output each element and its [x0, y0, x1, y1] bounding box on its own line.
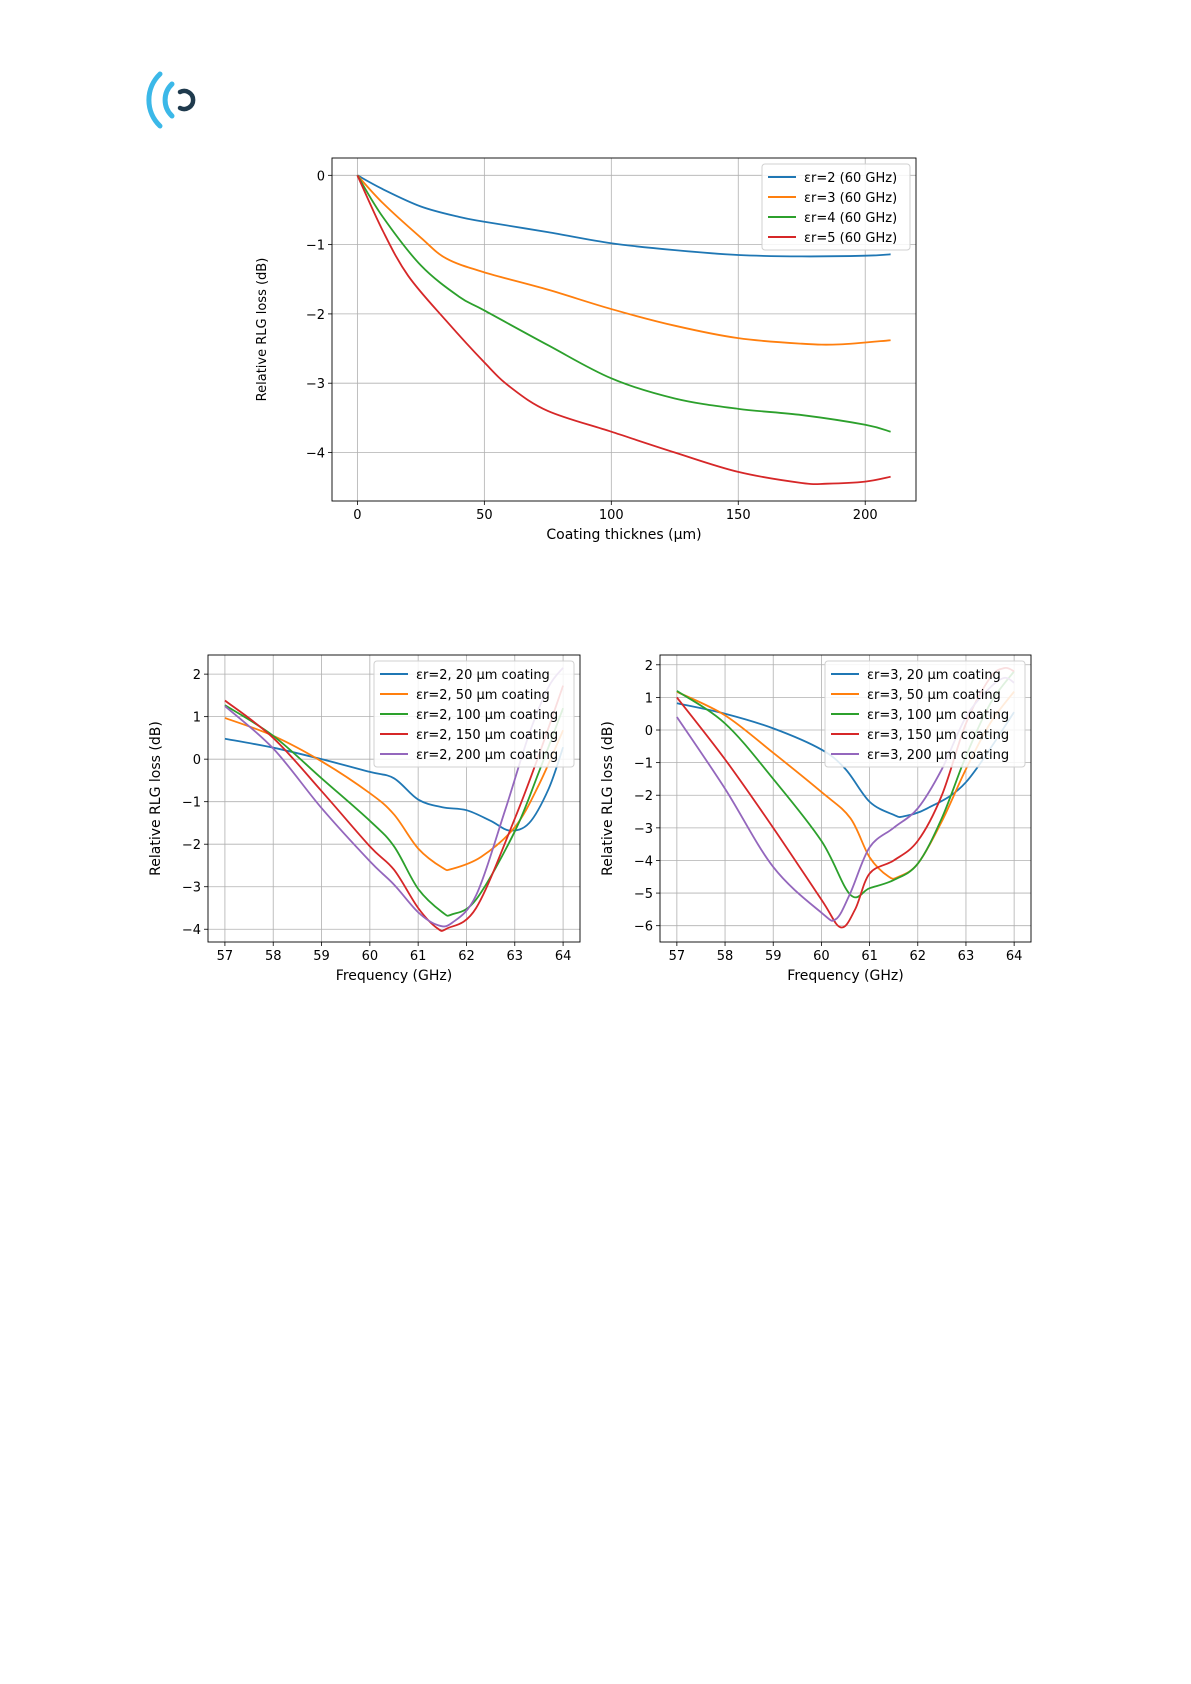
chart-rlg-vs-frequency-er3: 57 58 59 60 61 62 63 64 2 1 0 −1 −2 −3 −4 −5 −6 Frequency…	[600, 654, 1032, 984]
series-line-2	[224, 717, 564, 872]
x-tick-label: 100	[599, 508, 624, 523]
plot-frame	[207, 654, 581, 943]
y-tick-label: 2	[645, 659, 653, 674]
legend: εr=2, 20 µm coating εr=2, 50 µm coating εr…	[373, 660, 575, 768]
y-tick-label: −2	[634, 789, 653, 804]
legend-label: εr=3 (60 GHz)	[804, 191, 897, 206]
x-tick-label: 62	[458, 949, 475, 964]
series-line-1	[224, 737, 564, 832]
series-line-3	[356, 174, 891, 433]
legend-label: εr=4 (60 GHz)	[804, 211, 897, 226]
y-tick-label: 0	[317, 169, 325, 184]
x-tick-label: 57	[669, 949, 686, 964]
x-axis-label: Frequency (GHz)	[336, 968, 452, 984]
y-tick-label: −4	[634, 854, 653, 869]
legend-label: εr=2, 150 µm coating	[416, 728, 558, 743]
y-tick-label: −5	[634, 887, 653, 902]
x-tick-label: 61	[410, 949, 427, 964]
x-tick-label: 59	[765, 949, 782, 964]
series-line-2	[356, 174, 891, 346]
legend-label: εr=3, 150 µm coating	[867, 728, 1009, 743]
logo-outer-arc-icon	[146, 71, 163, 129]
legend-box	[824, 660, 1026, 768]
series-line-3	[224, 704, 564, 917]
x-tick-label: 58	[265, 949, 282, 964]
legend-label: εr=2, 50 µm coating	[416, 688, 550, 703]
y-axis-label: Relative RLG loss (dB)	[255, 258, 270, 402]
y-tick-label: 1	[645, 691, 653, 706]
legend-label: εr=3, 100 µm coating	[867, 708, 1009, 723]
y-tick-label: −3	[306, 377, 325, 392]
legend-label: εr=3, 20 µm coating	[867, 668, 1001, 683]
y-tick-label: 1	[193, 711, 201, 726]
x-tick-label: 59	[313, 949, 330, 964]
legend-label: εr=2 (60 GHz)	[804, 171, 897, 186]
legend-label: εr=3, 200 µm coating	[867, 748, 1009, 763]
chart-rlg-vs-frequency-er2: 57 58 59 60 61 62 63 64 2 1 0 −1 −2 −3 −4 Frequency (GH…	[148, 654, 581, 984]
x-tick-label: 58	[717, 949, 734, 964]
y-tick-label: −3	[634, 822, 653, 837]
x-tick-label: 61	[861, 949, 878, 964]
series-line-1	[356, 174, 891, 258]
legend-label: εr=3, 50 µm coating	[867, 688, 1001, 703]
y-tick-label: −3	[182, 881, 201, 896]
logo-inner-arc-icon	[162, 81, 175, 119]
plot-frame	[331, 157, 917, 502]
series-line-1	[676, 702, 1015, 818]
legend-label: εr=5 (60 GHz)	[804, 231, 897, 246]
legend-label: εr=2, 100 µm coating	[416, 708, 558, 723]
x-tick-label: 50	[476, 508, 493, 523]
legend-box	[373, 660, 575, 768]
x-axis-label: Coating thicknes (µm)	[546, 527, 701, 543]
legend-label: εr=2, 20 µm coating	[416, 668, 550, 683]
y-tick-label: −6	[634, 920, 653, 935]
y-tick-label: 0	[193, 753, 201, 768]
legend: εr=3, 20 µm coating εr=3, 50 µm coating εr…	[824, 660, 1026, 768]
y-tick-label: −4	[182, 923, 201, 938]
y-tick-label: −2	[306, 308, 325, 323]
y-axis-label: Relative RLG loss (dB)	[600, 721, 616, 876]
y-tick-label: −1	[306, 239, 325, 254]
x-tick-label: 63	[507, 949, 524, 964]
y-axis-label: Relative RLG loss (dB)	[148, 721, 164, 876]
logo-c-icon	[177, 88, 196, 112]
legend: εr=2 (60 GHz) εr=3 (60 GHz) εr=4 (60 GHz) ε…	[761, 163, 911, 251]
y-tick-label: 2	[193, 668, 201, 683]
y-tick-label: −4	[306, 446, 325, 461]
x-tick-label: 200	[853, 508, 878, 523]
y-tick-label: −1	[634, 757, 653, 772]
x-tick-label: 57	[217, 949, 234, 964]
y-tick-label: −1	[182, 796, 201, 811]
x-tick-label: 63	[958, 949, 975, 964]
x-tick-label: 0	[353, 508, 361, 523]
x-tick-label: 64	[1006, 949, 1023, 964]
y-tick-label: 0	[645, 724, 653, 739]
series-line-4	[356, 174, 891, 486]
legend-box	[761, 163, 911, 251]
legend-label: εr=2, 200 µm coating	[416, 748, 558, 763]
series-line-2	[676, 690, 1015, 880]
x-axis-label: Frequency (GHz)	[787, 968, 903, 984]
x-tick-label: 60	[813, 949, 830, 964]
x-tick-label: 60	[362, 949, 379, 964]
x-tick-label: 150	[726, 508, 751, 523]
logo	[146, 71, 196, 129]
plot-frame	[659, 654, 1032, 943]
y-tick-label: −2	[182, 838, 201, 853]
chart-rlg-vs-thickness: 0 50 100 150 200 0 −1 −2 −3 −4 Coating thicknes (µ…	[255, 157, 917, 543]
x-tick-label: 64	[555, 949, 572, 964]
x-tick-label: 62	[909, 949, 926, 964]
